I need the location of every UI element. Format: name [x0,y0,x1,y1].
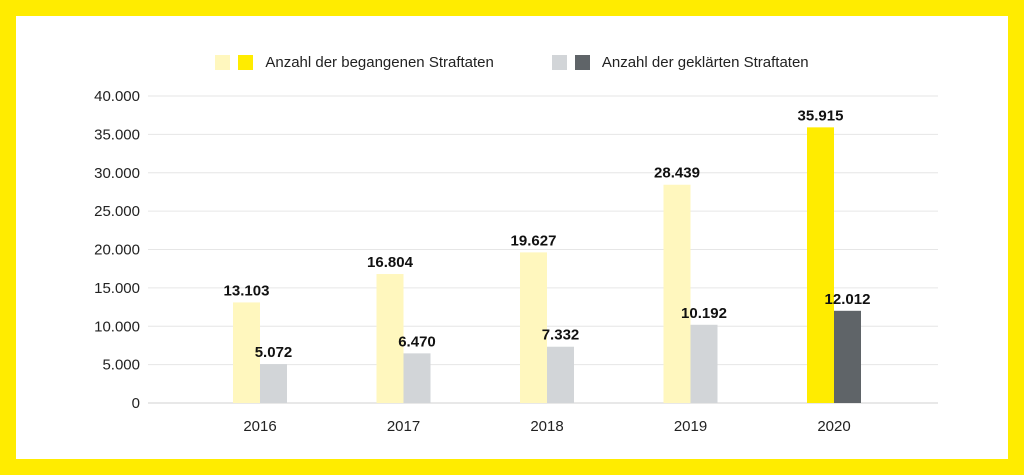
bar-committed [376,274,404,403]
bar-solved [260,364,287,403]
bar-solved [690,324,718,403]
y-tick-label: 10.000 [94,318,140,335]
value-label-solved: 5.072 [255,344,293,361]
chart-frame: Anzahl der begangenen Straftaten Anzahl … [16,16,1008,459]
bar-solved [834,310,861,403]
bar-committed [233,302,260,403]
bar-solved [403,353,431,403]
bar-committed [663,184,691,403]
y-tick-label: 5.000 [102,357,140,374]
value-label-committed: 13.103 [224,282,270,299]
value-label-solved: 6.470 [398,333,436,350]
bar-committed [807,127,834,404]
y-tick-label: 25.000 [94,203,140,220]
legend-item-solved: Anzahl der geklärten Straftaten [551,54,809,71]
y-tick-label: 30.000 [94,165,140,182]
value-label-committed: 19.627 [511,232,557,249]
value-label-solved: 12.012 [825,291,871,308]
x-tick-label: 2019 [674,418,707,435]
x-tick-label: 2018 [530,418,563,435]
value-label-solved: 10.192 [681,305,727,322]
legend-label-committed: Anzahl der begangenen Straftaten [265,54,494,71]
y-tick-label: 20.000 [94,242,140,259]
value-label-committed: 35.915 [798,107,844,124]
legend-label-solved: Anzahl der geklärten Straftaten [601,54,809,71]
value-label-committed: 28.439 [654,165,700,182]
bar-chart: 0 5.000 10.000 15.000 20.000 25.000 30.000 35.0… [94,88,938,435]
value-label-committed: 16.804 [367,254,414,271]
value-label-solved: 7.332 [542,327,580,344]
legend-swatch-solved-highlight [574,55,590,70]
legend-item-committed: Anzahl der begangenen Straftaten [215,54,494,71]
bar-committed [520,252,547,403]
chart-legend: Anzahl der begangenen Straftaten Anzahl … [16,54,1008,71]
y-tick-label: 40.000 [94,88,140,105]
bar-solved [547,346,574,403]
legend-swatch-committed-highlight [238,55,254,70]
x-tick-label: 2016 [243,418,276,435]
y-tick-label: 35.000 [94,126,140,143]
legend-swatch-committed-light [215,55,231,70]
y-tick-label: 15.000 [94,280,140,297]
y-tick-label: 0 [132,395,140,412]
x-tick-label: 2017 [387,418,420,435]
x-tick-label: 2020 [817,418,850,435]
legend-swatch-solved-light [551,55,567,70]
